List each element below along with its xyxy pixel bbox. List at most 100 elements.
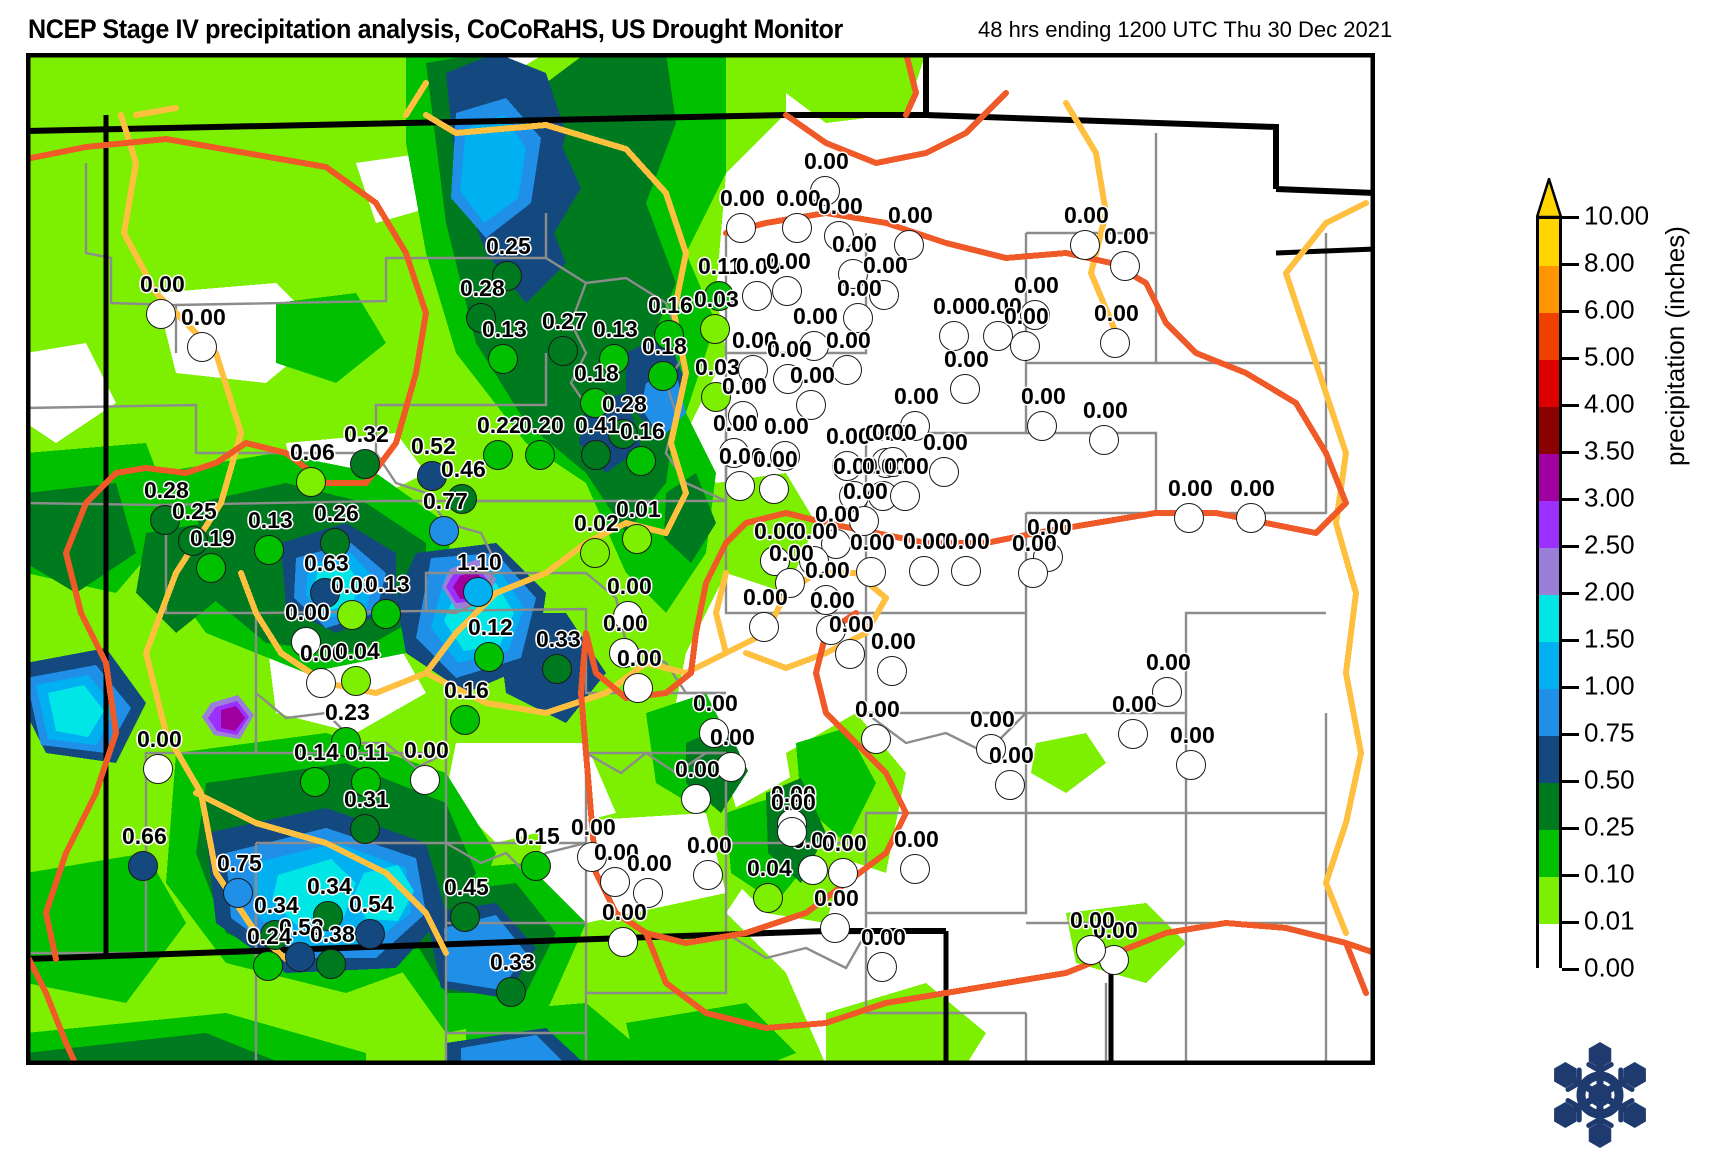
station-dot[interactable] bbox=[521, 851, 551, 881]
station-dot[interactable] bbox=[316, 949, 346, 979]
station-dot[interactable] bbox=[951, 556, 981, 586]
station-value-label: 0.00 bbox=[790, 362, 835, 388]
station-dot[interactable] bbox=[463, 577, 493, 607]
station-dot[interactable] bbox=[143, 754, 173, 784]
station-dot[interactable] bbox=[580, 538, 610, 568]
station-dot[interactable] bbox=[622, 524, 652, 554]
station-dot[interactable] bbox=[782, 213, 812, 243]
station-dot[interactable] bbox=[681, 784, 711, 814]
station-dot[interactable] bbox=[253, 951, 283, 981]
station-dot[interactable] bbox=[1076, 935, 1106, 965]
station-value-label: 0.00 bbox=[1021, 383, 1066, 409]
station-dot[interactable] bbox=[371, 599, 401, 629]
station-value-label: 0.00 bbox=[1064, 202, 1109, 228]
station-dot[interactable] bbox=[861, 724, 891, 754]
station-dot[interactable] bbox=[450, 902, 480, 932]
station-dot[interactable] bbox=[725, 471, 755, 501]
station-dot[interactable] bbox=[626, 446, 656, 476]
station-dot[interactable] bbox=[128, 851, 158, 881]
station-dot[interactable] bbox=[1176, 750, 1206, 780]
station-dot[interactable] bbox=[820, 913, 850, 943]
precipitation-map[interactable]: 0.00 0.00 0.25 0.28 0.13 0.27 0.13 0.16 0.18 0.18… bbox=[26, 53, 1375, 1065]
station-dot[interactable] bbox=[995, 770, 1025, 800]
station-dot[interactable] bbox=[832, 355, 862, 385]
colorbar-tick-label: 2.00 bbox=[1584, 576, 1635, 607]
station-dot[interactable] bbox=[798, 855, 828, 885]
station-dot[interactable] bbox=[196, 553, 226, 583]
station-dot[interactable] bbox=[828, 858, 858, 888]
station-dot[interactable] bbox=[300, 767, 330, 797]
station-dot[interactable] bbox=[337, 600, 367, 630]
colorbar-segment bbox=[1539, 266, 1559, 313]
station-dot[interactable] bbox=[759, 474, 789, 504]
station-value-label: 0.00 bbox=[627, 850, 672, 876]
station-dot[interactable] bbox=[1010, 331, 1040, 361]
station-dot[interactable] bbox=[1018, 558, 1048, 588]
station-dot[interactable] bbox=[1236, 503, 1266, 533]
station-dot[interactable] bbox=[296, 467, 326, 497]
station-dot[interactable] bbox=[350, 449, 380, 479]
station-dot[interactable] bbox=[608, 927, 638, 957]
station-dot[interactable] bbox=[525, 440, 555, 470]
station-dot[interactable] bbox=[306, 668, 336, 698]
station-dot[interactable] bbox=[146, 299, 176, 329]
station-dot[interactable] bbox=[1174, 503, 1204, 533]
colorbar-tick bbox=[1562, 968, 1579, 971]
station-value-label: 0.11 bbox=[698, 253, 742, 279]
station-dot[interactable] bbox=[772, 276, 802, 306]
station-value-label: 0.18 bbox=[642, 333, 687, 359]
station-dot[interactable] bbox=[496, 977, 526, 1007]
station-dot[interactable] bbox=[1089, 425, 1119, 455]
station-dot[interactable] bbox=[700, 314, 730, 344]
colorbar: 10.00 8.00 6.00 5.00 4.00 3.50 3.00 2.50 2.00 1.5… bbox=[1536, 178, 1649, 983]
station-dot[interactable] bbox=[488, 344, 518, 374]
station-dot[interactable] bbox=[474, 642, 504, 672]
station-dot[interactable] bbox=[623, 673, 653, 703]
station-value-label: 0.00 bbox=[571, 814, 616, 840]
colorbar-overflow-arrow bbox=[1536, 178, 1562, 218]
station-dot[interactable] bbox=[929, 457, 959, 487]
station-dot[interactable] bbox=[1100, 328, 1130, 358]
station-dot[interactable] bbox=[1070, 230, 1100, 260]
station-value-label: 0.00 bbox=[743, 584, 788, 610]
station-value-label: 0.00 bbox=[1104, 223, 1149, 249]
station-dot[interactable] bbox=[410, 765, 440, 795]
station-dot[interactable] bbox=[726, 213, 756, 243]
colorbar-tick bbox=[1562, 592, 1579, 595]
station-dot[interactable] bbox=[1118, 719, 1148, 749]
station-dot[interactable] bbox=[890, 481, 920, 511]
station-dot[interactable] bbox=[223, 878, 253, 908]
station-dot[interactable] bbox=[648, 361, 678, 391]
station-dot[interactable] bbox=[777, 817, 807, 847]
station-dot[interactable] bbox=[693, 860, 723, 890]
station-dot[interactable] bbox=[950, 374, 980, 404]
station-dot[interactable] bbox=[483, 440, 513, 470]
station-dot[interactable] bbox=[1110, 251, 1140, 281]
station-dot[interactable] bbox=[900, 854, 930, 884]
station-value-label: 0.00 bbox=[285, 599, 330, 625]
station-dot[interactable] bbox=[909, 556, 939, 586]
station-dot[interactable] bbox=[716, 752, 746, 782]
station-dot[interactable] bbox=[1027, 411, 1057, 441]
station-dot[interactable] bbox=[542, 654, 572, 684]
station-dot[interactable] bbox=[856, 557, 886, 587]
colorbar-tick-label: 1.00 bbox=[1584, 670, 1635, 701]
station-dot[interactable] bbox=[341, 666, 371, 696]
station-dot[interactable] bbox=[749, 612, 779, 642]
station-dot[interactable] bbox=[835, 639, 865, 669]
station-dot[interactable] bbox=[450, 705, 480, 735]
station-dot[interactable] bbox=[867, 952, 897, 982]
station-dot[interactable] bbox=[753, 883, 783, 913]
station-dot[interactable] bbox=[429, 516, 459, 546]
station-value-label: 0.00 bbox=[137, 726, 182, 752]
station-value-label: 0.00 bbox=[140, 271, 185, 297]
station-value-label: 0.01 bbox=[616, 496, 661, 522]
station-dot[interactable] bbox=[877, 656, 907, 686]
station-dot[interactable] bbox=[600, 867, 630, 897]
station-dot[interactable] bbox=[254, 535, 284, 565]
station-dot[interactable] bbox=[581, 440, 611, 470]
station-dot[interactable] bbox=[355, 919, 385, 949]
station-dot[interactable] bbox=[742, 281, 772, 311]
station-dot[interactable] bbox=[187, 332, 217, 362]
station-dot[interactable] bbox=[350, 814, 380, 844]
